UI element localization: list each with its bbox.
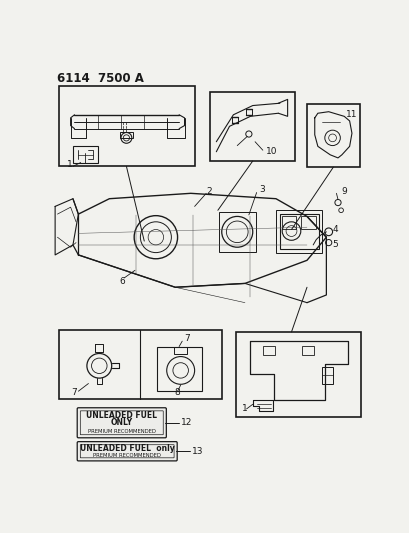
- Text: 6: 6: [119, 277, 125, 286]
- FancyBboxPatch shape: [77, 442, 177, 461]
- Text: PREMIUM RECOMMENDED: PREMIUM RECOMMENDED: [88, 429, 155, 434]
- Text: 2: 2: [206, 187, 211, 196]
- Text: 12: 12: [180, 418, 191, 427]
- Text: 4: 4: [332, 225, 337, 234]
- Text: 8: 8: [174, 388, 180, 397]
- Text: 13: 13: [191, 447, 202, 456]
- Bar: [59, 329, 221, 399]
- Bar: [73, 146, 97, 163]
- Bar: [306, 104, 359, 167]
- Text: 11: 11: [345, 110, 356, 119]
- Bar: [120, 132, 132, 138]
- Bar: [157, 346, 202, 391]
- Text: UNLEADED FUEL: UNLEADED FUEL: [86, 411, 157, 421]
- Text: 3: 3: [258, 185, 264, 194]
- Text: UNLEADED FUEL  only: UNLEADED FUEL only: [80, 445, 174, 454]
- Bar: [218, 212, 255, 252]
- Text: 1: 1: [67, 160, 72, 169]
- Bar: [262, 346, 274, 355]
- Bar: [174, 346, 187, 354]
- Bar: [210, 92, 294, 161]
- Text: ONLY: ONLY: [110, 418, 133, 427]
- Bar: [59, 85, 194, 166]
- Bar: [300, 216, 315, 229]
- Bar: [275, 210, 322, 253]
- Bar: [235, 332, 360, 417]
- Bar: [279, 214, 318, 249]
- Text: 6114  7500 A: 6114 7500 A: [57, 71, 144, 85]
- Text: 10: 10: [265, 147, 277, 156]
- Text: 7: 7: [71, 388, 77, 397]
- Text: 7: 7: [184, 334, 190, 343]
- Bar: [322, 367, 333, 384]
- Text: 9: 9: [340, 187, 346, 196]
- Text: 1: 1: [241, 405, 247, 414]
- Bar: [301, 346, 313, 355]
- Text: PREMIUM RECOMMENDED: PREMIUM RECOMMENDED: [93, 454, 161, 458]
- FancyBboxPatch shape: [77, 408, 166, 438]
- Text: 5: 5: [332, 240, 337, 248]
- Bar: [281, 216, 295, 229]
